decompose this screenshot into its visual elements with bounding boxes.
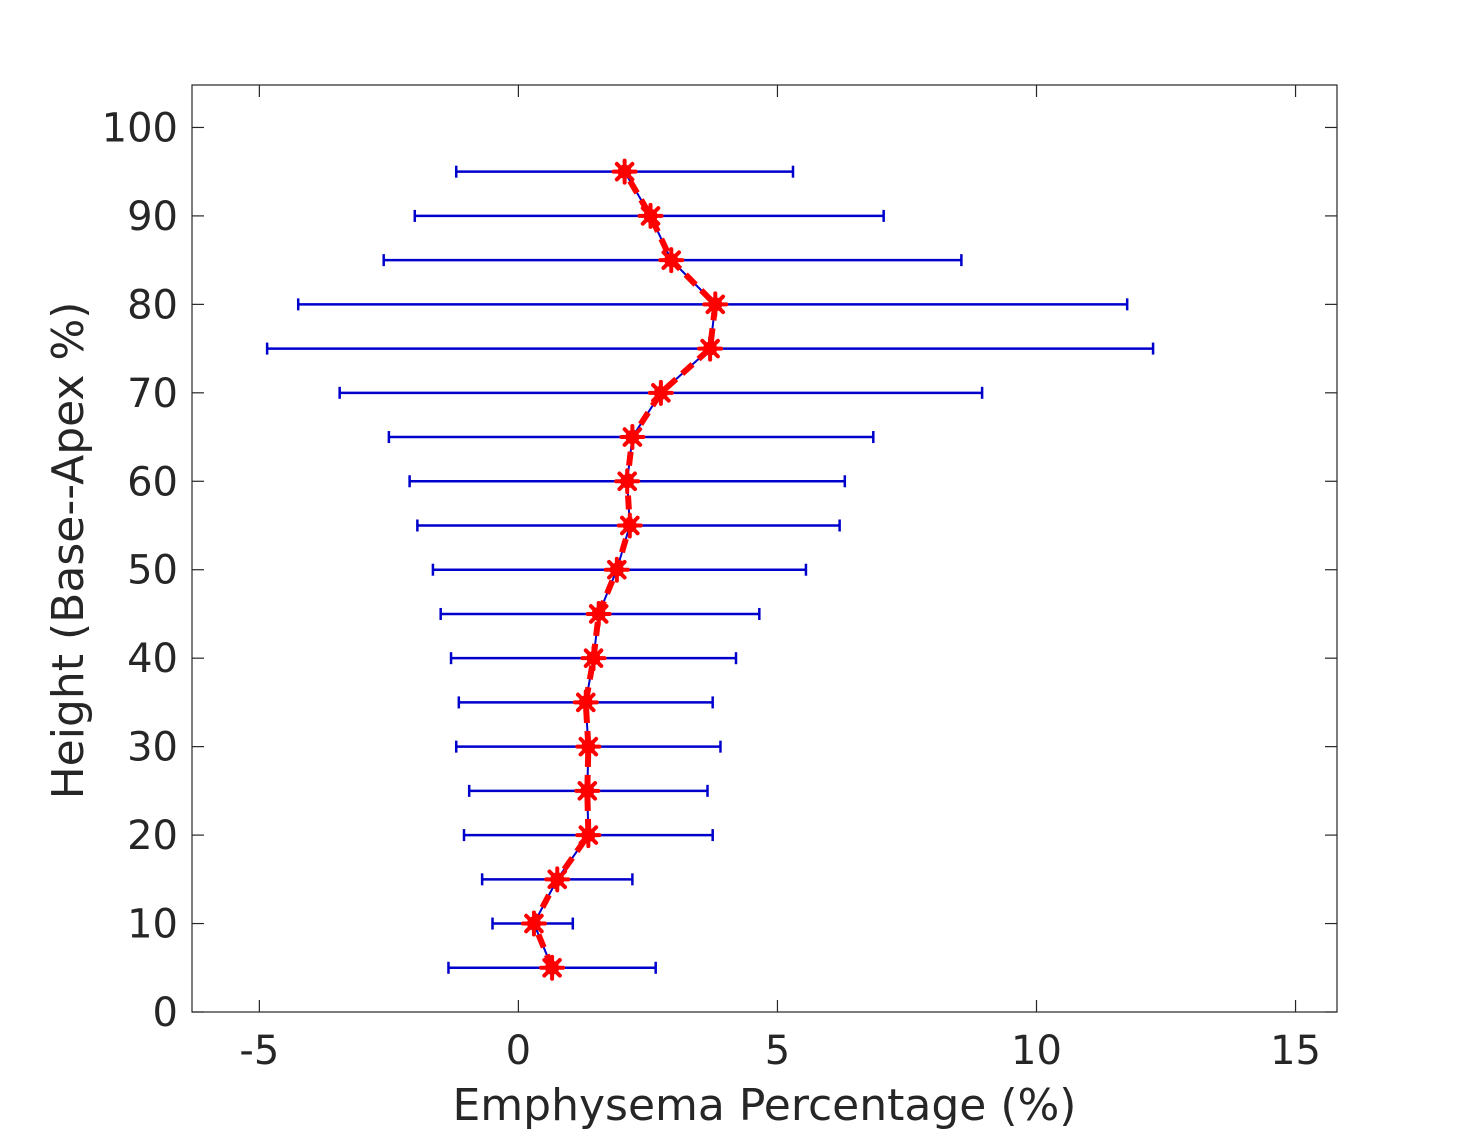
- data-point-ray: [661, 250, 682, 270]
- data-point: [574, 777, 601, 804]
- data-point: [611, 158, 638, 185]
- data-point-ray: [588, 604, 609, 624]
- data-point-ray: [617, 471, 637, 492]
- data-point-ray: [577, 781, 598, 801]
- x-axis-label: Emphysema Percentage (%): [453, 1080, 1077, 1131]
- y-tick-label: 60: [127, 459, 178, 505]
- data-point-ray: [578, 825, 599, 845]
- y-tick-label: 0: [153, 990, 178, 1036]
- y-tick-label: 10: [127, 902, 178, 948]
- data-point: [575, 822, 602, 849]
- x-tick-label: 0: [506, 1028, 531, 1074]
- data-point: [572, 689, 599, 716]
- x-tick-label: 15: [1270, 1028, 1321, 1074]
- data-point: [658, 247, 685, 274]
- data-point-ray: [614, 161, 635, 182]
- data-point: [637, 202, 664, 229]
- axes-box: [191, 84, 1338, 1013]
- data-point-ray: [640, 206, 661, 226]
- y-axis-ticks: 0 10 20 30 40 50 60 70 80 90 100: [102, 105, 1337, 1036]
- x-tick-label: -5: [239, 1028, 279, 1074]
- data-point: [647, 379, 674, 406]
- data-point-ray: [705, 294, 726, 315]
- x-tick-label: 10: [1011, 1028, 1062, 1074]
- y-tick-label: 90: [127, 194, 178, 240]
- y-axis-label: Height (Base--Apex %): [43, 302, 94, 800]
- data-point-ray: [607, 559, 627, 580]
- data-point-ray: [583, 648, 604, 668]
- data-point-ray: [524, 913, 544, 934]
- data-point: [544, 866, 571, 893]
- data-point: [539, 954, 566, 981]
- data-point-ray: [622, 427, 643, 447]
- data-point-ray: [620, 515, 640, 536]
- data-point-ray: [542, 957, 562, 978]
- data-point: [580, 645, 607, 672]
- x-axis-ticks: -5 0 5 10 15: [239, 85, 1321, 1074]
- data-point: [603, 556, 630, 583]
- data-point-ray: [700, 338, 720, 359]
- y-tick-label: 40: [127, 636, 178, 682]
- data-point: [702, 291, 729, 318]
- data-point-ray: [575, 692, 596, 713]
- data-point: [585, 600, 612, 627]
- data-point: [619, 424, 646, 451]
- data-point: [575, 733, 602, 760]
- data-point: [520, 910, 547, 937]
- data-point-ray: [651, 383, 671, 403]
- data-point-ray: [578, 736, 599, 757]
- data-point-ray: [547, 869, 568, 890]
- y-tick-label: 70: [127, 371, 178, 417]
- plot-area: [191, 84, 1338, 1013]
- data-point: [616, 512, 643, 539]
- x-tick-label: 5: [765, 1028, 790, 1074]
- y-tick-label: 80: [127, 282, 178, 328]
- y-tick-label: 100: [102, 105, 178, 151]
- y-tick-label: 50: [127, 548, 178, 594]
- y-tick-label: 30: [127, 725, 178, 771]
- data-point: [697, 335, 724, 362]
- data-point: [614, 468, 641, 495]
- y-tick-label: 20: [127, 813, 178, 859]
